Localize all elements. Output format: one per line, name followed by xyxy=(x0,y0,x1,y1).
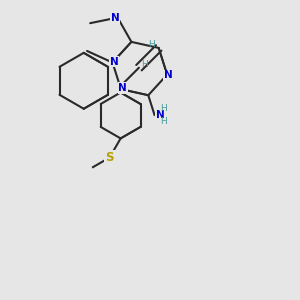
Text: H: H xyxy=(142,60,148,69)
Text: N: N xyxy=(118,83,127,93)
Text: N: N xyxy=(110,57,118,67)
Text: N: N xyxy=(164,70,173,80)
Text: H: H xyxy=(160,104,167,113)
Text: N: N xyxy=(111,14,120,23)
Text: H: H xyxy=(160,117,167,126)
Text: S: S xyxy=(105,151,114,164)
Text: N: N xyxy=(156,110,165,120)
Text: H: H xyxy=(148,40,155,50)
